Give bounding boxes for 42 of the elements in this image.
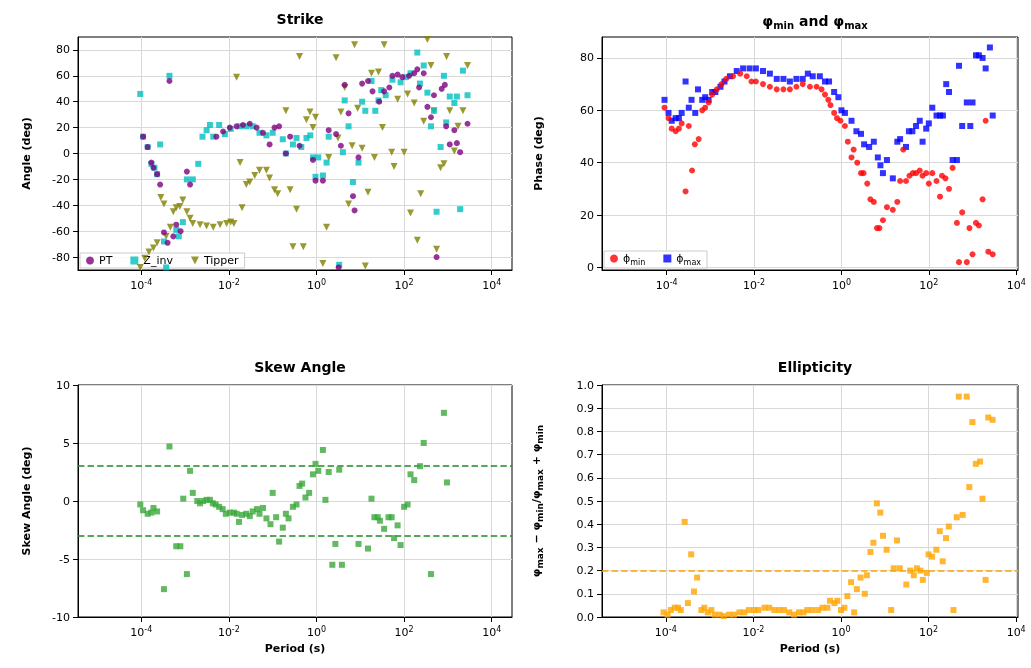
y-axis-title: Angle (deg) [20,117,33,190]
y-tick-label: 40 [580,156,594,170]
y-tick-label: 20 [56,121,70,135]
y-tick-label: 0.8 [576,424,594,438]
y-tick-label: 1.0 [576,378,594,392]
y-tick-label: -10 [52,610,70,624]
y-tick-label: 40 [56,95,70,109]
y-tick-label: 0.4 [576,517,594,531]
y-tick-label: -20 [52,172,70,186]
y-tick-label: 60 [56,69,70,83]
y-tick-label: 60 [580,103,594,117]
y-axis-title: φmax − φmin/φmax + φmin [529,424,545,578]
x-axis-title: Period (s) [779,642,841,655]
y-tick-label: 0.3 [576,540,594,554]
y-tick-label: -40 [52,198,70,212]
y-tick-label: 0.9 [576,401,594,415]
y-tick-label: 0 [587,260,594,274]
y-tick-label: 80 [56,43,70,57]
x-axis-title: Period (s) [264,642,326,655]
y-tick-label: 0.1 [576,587,594,601]
y-axis-title: Skew Angle (deg) [20,446,33,556]
y-tick-label: 0 [63,147,70,160]
chart-title: Ellipticity [777,359,853,375]
chart-title: Skew Angle [254,359,346,375]
y-axis-title: Phase (deg) [532,116,545,191]
y-tick-label: 0.6 [576,471,594,485]
y-tick-label: 0.7 [576,448,594,462]
y-tick-label: 20 [580,208,594,222]
legend-label: Z_inv [143,254,174,267]
y-tick-label: 80 [580,51,594,65]
legend-label: Tipper [202,254,240,267]
legend-label: PT [99,254,113,267]
y-tick-label: 0 [63,494,70,508]
y-tick-label: -80 [52,250,70,264]
y-tick-label: 0.5 [576,494,594,508]
y-tick-label: 0.0 [576,610,594,624]
y-tick-label: 0.2 [576,564,594,578]
y-tick-label: -5 [59,552,70,566]
y-tick-label: 5 [63,436,70,450]
y-tick-label: -60 [52,224,70,238]
chart-title: Strike [276,11,324,27]
y-tick-label: 10 [56,378,70,392]
